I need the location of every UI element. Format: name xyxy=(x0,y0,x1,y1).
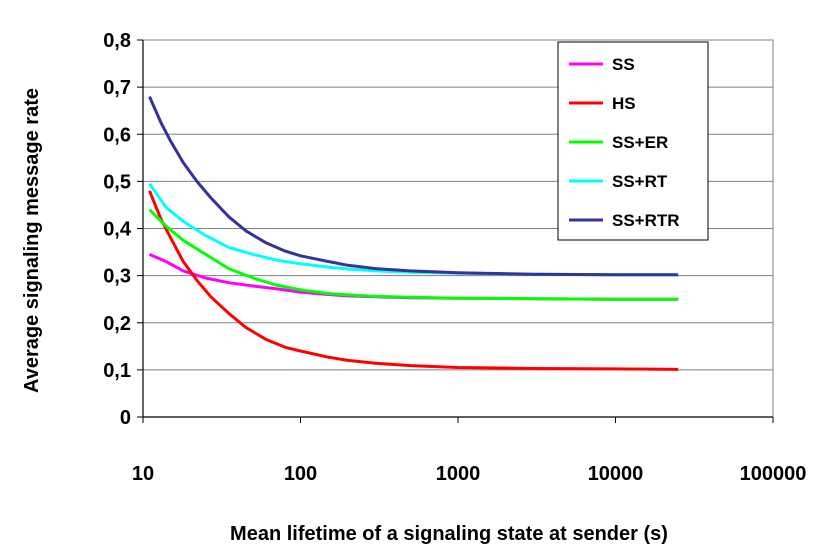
x-tick-label: 10 xyxy=(132,463,154,485)
x-tick-label: 10000 xyxy=(588,463,644,485)
y-tick-label: 0,4 xyxy=(103,219,132,241)
series-line-hs xyxy=(148,190,679,371)
x-tick-label: 100000 xyxy=(740,463,807,485)
y-tick-label: 0,1 xyxy=(103,360,131,382)
legend: SS HS SS+ER SS+RT SS+RTR xyxy=(557,41,709,241)
x-tick-label: 100 xyxy=(284,463,317,485)
y-tick-label: 0,6 xyxy=(103,124,131,146)
series-lines xyxy=(148,95,679,371)
y-tick-label: 0,8 xyxy=(103,30,131,52)
x-axis-label: Mean lifetime of a signaling state at se… xyxy=(230,523,668,545)
y-tick-label: 0 xyxy=(120,407,131,429)
y-tick-label: 0,2 xyxy=(103,313,131,335)
y-tick-label: 0,7 xyxy=(103,77,131,99)
legend-label: SS xyxy=(612,55,635,74)
y-tick-label: 0,3 xyxy=(103,266,131,288)
series-line-ss-rtr xyxy=(148,95,679,277)
y-tick-label: 0,5 xyxy=(103,171,131,193)
legend-label: SS+ER xyxy=(612,133,668,152)
y-axis-label: Average signaling message rate xyxy=(21,88,43,393)
series-line-ss xyxy=(148,253,679,301)
x-tick-label: 1000 xyxy=(436,463,481,485)
series-line-ss-er xyxy=(148,208,679,301)
legend-label: HS xyxy=(612,94,636,113)
legend-label: SS+RT xyxy=(612,172,668,191)
legend-label: SS+RTR xyxy=(612,211,680,230)
axes: 0 0,1 0,2 0,3 0,4 0,5 0,6 0,7 0,8 10 100 1000 10000 1… xyxy=(103,30,806,485)
